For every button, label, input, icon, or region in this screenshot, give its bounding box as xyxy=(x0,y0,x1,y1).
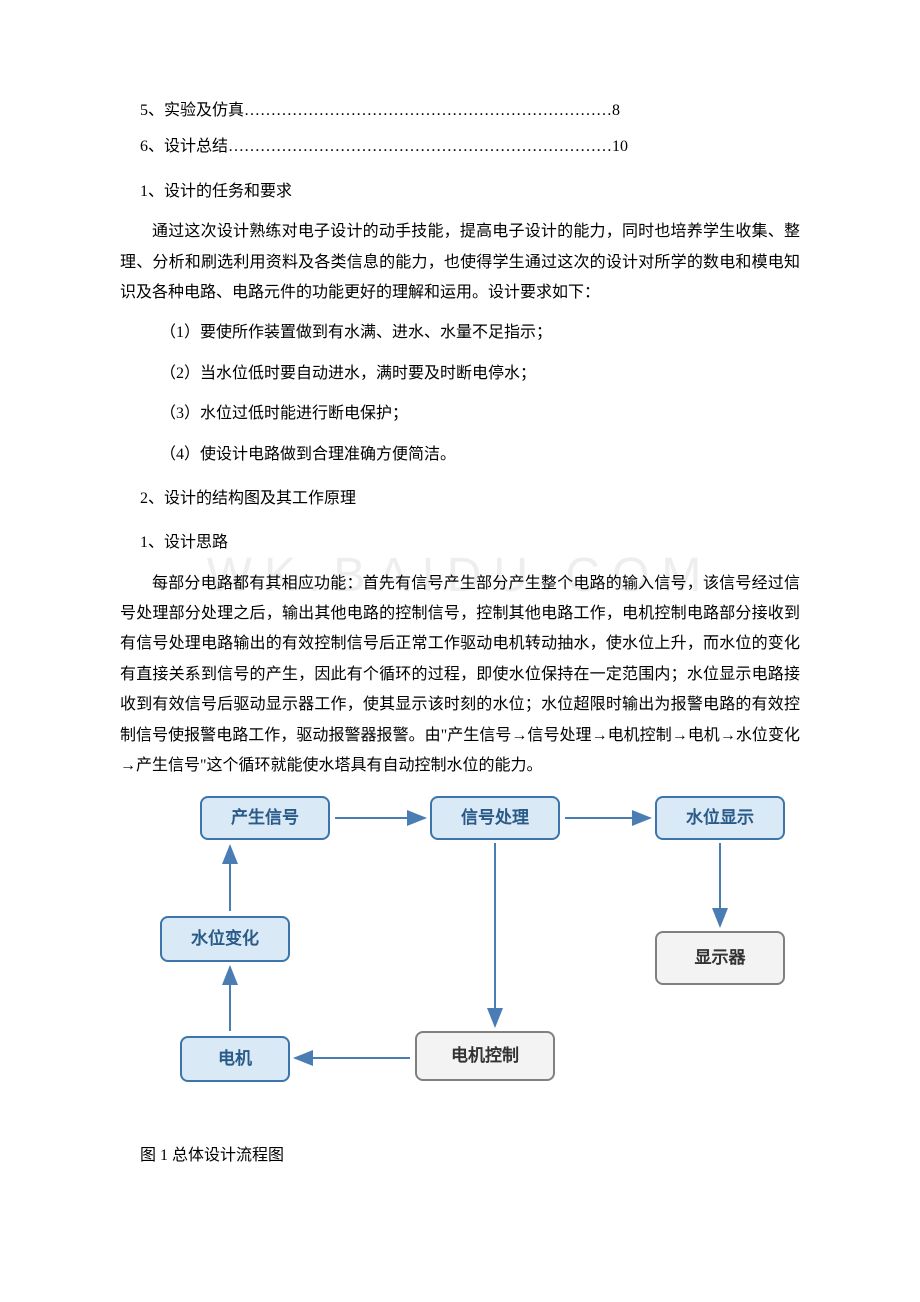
toc-dots: …………………………………………………………… xyxy=(244,102,612,119)
section-heading-1: 1、设计的任务和要求 xyxy=(120,177,800,207)
flowchart-node-level-change: 水位变化 xyxy=(160,916,290,962)
flowchart-node-signal-gen: 产生信号 xyxy=(200,796,330,840)
toc-dots: ……………………………………………………………… xyxy=(228,138,612,155)
requirement-item: （1）要使所作装置做到有水满、进水、水量不足指示； xyxy=(120,318,800,348)
requirement-item: （2）当水位低时要自动进水，满时要及时断电停水； xyxy=(120,359,800,389)
flowchart-diagram: 产生信号 信号处理 水位显示水位变化 显示器电机 电机控制 xyxy=(140,791,820,1111)
toc-page: 10 xyxy=(612,138,628,155)
flowchart-node-display: 显示器 xyxy=(655,931,785,985)
flowchart-node-signal-proc: 信号处理 xyxy=(430,796,560,840)
toc-label: 6、设计总结 xyxy=(140,138,228,155)
flowchart-node-level-display: 水位显示 xyxy=(655,796,785,840)
section-subheading: 1、设计思路 xyxy=(120,528,800,558)
toc-label: 5、实验及仿真 xyxy=(140,102,244,119)
requirement-item: （4）使设计电路做到合理准确方便简洁。 xyxy=(120,440,800,470)
toc-entry: 5、实验及仿真……………………………………………………………8 xyxy=(120,96,800,126)
section1-intro: 通过这次设计熟练对电子设计的动手技能，提高电子设计的能力，同时也培养学生收集、整… xyxy=(120,217,800,308)
toc-page: 8 xyxy=(612,102,620,119)
figure-caption: 图 1 总体设计流程图 xyxy=(120,1141,800,1171)
flowchart-node-motor-ctrl: 电机控制 xyxy=(415,1031,555,1081)
section2-body: 每部分电路都有其相应功能：首先有信号产生部分产生整个电路的输入信号，该信号经过信… xyxy=(120,569,800,782)
flowchart-node-motor: 电机 xyxy=(180,1036,290,1082)
document-page: WK.BAIDU.COM 5、实验及仿真……………………………………………………… xyxy=(0,0,920,1242)
section-heading-2: 2、设计的结构图及其工作原理 xyxy=(120,484,800,514)
toc-entry: 6、设计总结………………………………………………………………10 xyxy=(120,132,800,162)
arrow-group xyxy=(230,818,720,1058)
requirement-item: （3）水位过低时能进行断电保护； xyxy=(120,399,800,429)
